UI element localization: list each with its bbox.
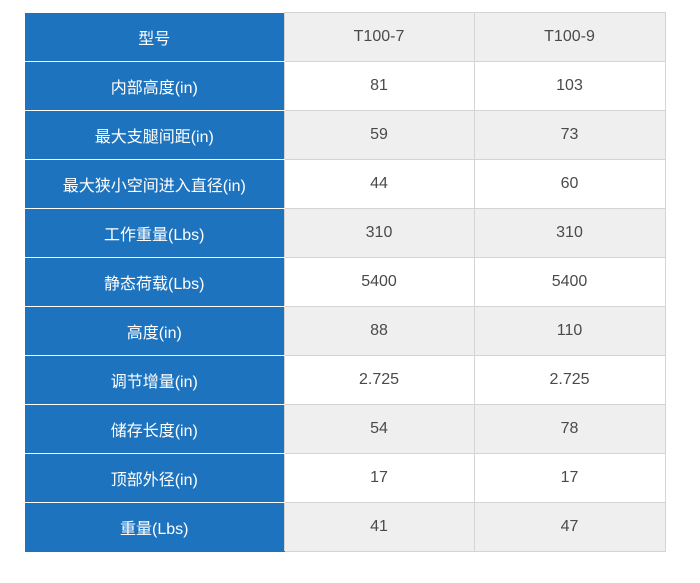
row-label: 最大支腿间距(in) — [25, 110, 284, 160]
table-row: 储存长度(in) 54 78 — [25, 404, 666, 454]
model-2-value: 60 — [473, 159, 666, 209]
model-2-value: 110 — [473, 306, 666, 356]
model-2-value: 17 — [473, 453, 666, 503]
table-row: 重量(Lbs) 41 47 — [25, 502, 666, 552]
model-1-value: 54 — [283, 404, 474, 454]
table-row: 顶部外径(in) 17 17 — [25, 453, 666, 503]
row-label: 重量(Lbs) — [25, 502, 284, 552]
model-1-value: 310 — [283, 208, 474, 258]
model-1-value: 17 — [283, 453, 474, 503]
row-label: 内部高度(in) — [25, 61, 284, 111]
table-row: 调节增量(in) 2.725 2.725 — [25, 355, 666, 405]
table-row: 静态荷载(Lbs) 5400 5400 — [25, 257, 666, 307]
table-row: 高度(in) 88 110 — [25, 306, 666, 356]
row-label: 工作重量(Lbs) — [25, 208, 284, 258]
row-label: 静态荷载(Lbs) — [25, 257, 284, 307]
table-row: 最大狭小空间进入直径(in) 44 60 — [25, 159, 666, 209]
model-2-value: 78 — [473, 404, 666, 454]
row-label: 调节增量(in) — [25, 355, 284, 405]
spec-table: 型号 T100-7 T100-9 内部高度(in) 81 103 最大支腿间距(… — [25, 12, 666, 552]
row-label: 高度(in) — [25, 306, 284, 356]
row-label: 最大狭小空间进入直径(in) — [25, 159, 284, 209]
header-label-cell: 型号 — [25, 12, 284, 62]
table-row: 工作重量(Lbs) 310 310 — [25, 208, 666, 258]
model-2-value: 310 — [473, 208, 666, 258]
table-row: 内部高度(in) 81 103 — [25, 61, 666, 111]
model-2-value: 73 — [473, 110, 666, 160]
model-2-value: 103 — [473, 61, 666, 111]
model-2-value: 2.725 — [473, 355, 666, 405]
model-2-value: 5400 — [473, 257, 666, 307]
model-1-value: 88 — [283, 306, 474, 356]
table-row: 最大支腿间距(in) 59 73 — [25, 110, 666, 160]
model-1-value: 2.725 — [283, 355, 474, 405]
model-1-value: 5400 — [283, 257, 474, 307]
model-1-value: 44 — [283, 159, 474, 209]
model-1-header: T100-7 — [283, 12, 474, 62]
model-2-header: T100-9 — [473, 12, 666, 62]
table-header-row: 型号 T100-7 T100-9 — [25, 12, 666, 62]
model-1-value: 41 — [283, 502, 474, 552]
model-1-value: 59 — [283, 110, 474, 160]
model-1-value: 81 — [283, 61, 474, 111]
row-label: 顶部外径(in) — [25, 453, 284, 503]
model-2-value: 47 — [473, 502, 666, 552]
row-label: 储存长度(in) — [25, 404, 284, 454]
